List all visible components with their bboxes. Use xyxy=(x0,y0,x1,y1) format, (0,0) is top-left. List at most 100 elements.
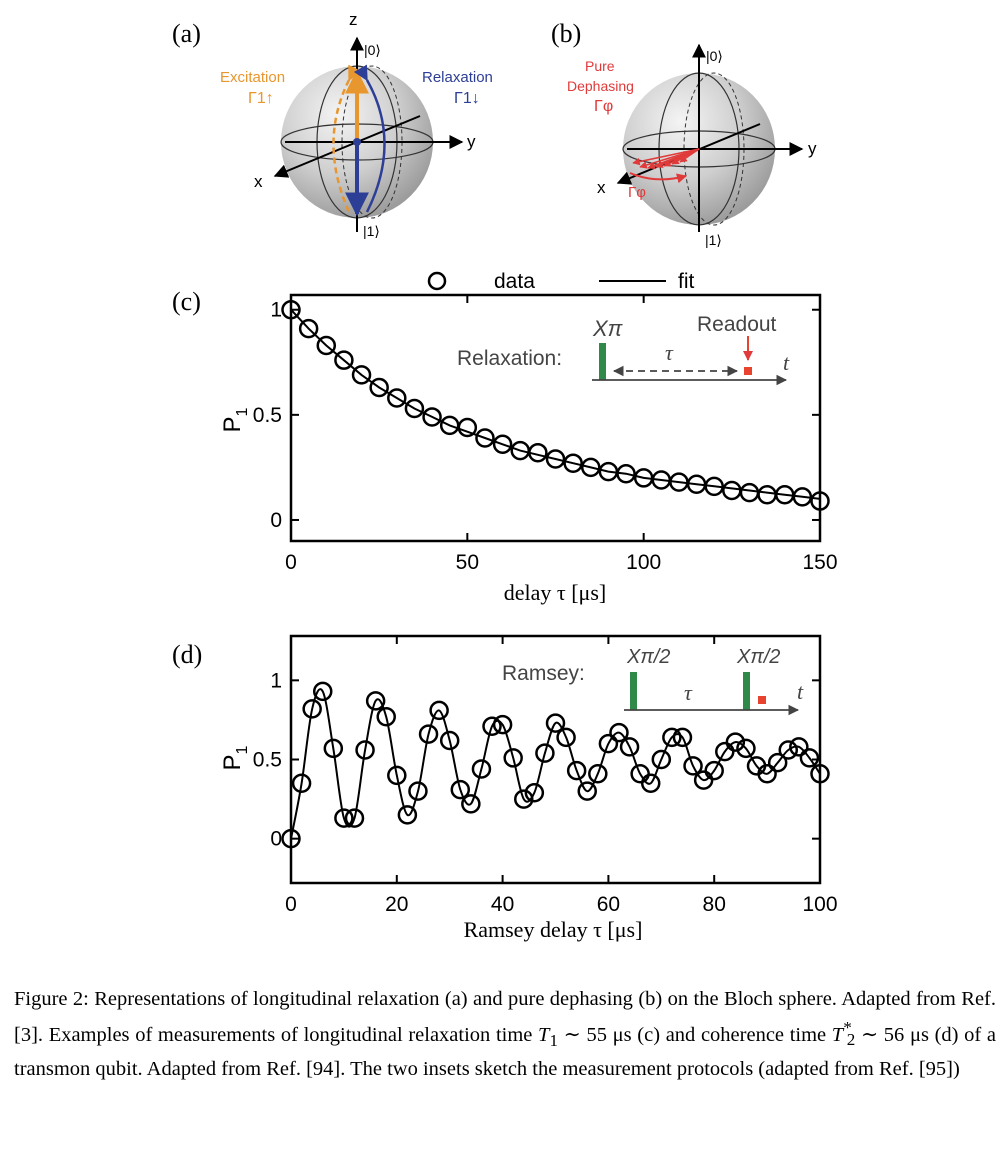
c-data-point xyxy=(422,407,442,427)
caption-part-3: ∼ 56 μs (d) of a transmon qubit. Adapted… xyxy=(14,1023,996,1080)
c-data-point xyxy=(528,442,548,463)
c-data-point xyxy=(704,476,724,497)
d-data-point xyxy=(736,738,756,759)
d-xlabel: Ramsey delay τ [μs] xyxy=(464,917,643,942)
d-data-point xyxy=(302,699,322,719)
d-ytick-label: 0 xyxy=(270,828,282,851)
d-data-point xyxy=(545,713,566,733)
d-data-point xyxy=(619,737,640,757)
caption-part-1: Figure 2: Representations of longitudina… xyxy=(14,988,996,1046)
caption-t1-sub: 1 xyxy=(549,1030,558,1050)
d-data-point xyxy=(704,760,724,781)
d-data-point xyxy=(344,808,365,828)
d-xtick-label: 60 xyxy=(597,893,620,916)
c-data-point xyxy=(298,318,319,339)
panel-label-d: (d) xyxy=(172,640,202,669)
d-data-point xyxy=(323,738,344,759)
c-fit-line xyxy=(290,309,821,500)
d-data-point xyxy=(598,733,619,754)
legend-fit-label: fit xyxy=(678,270,695,293)
relaxation-label: Relaxation xyxy=(422,69,493,86)
ket0-label-a: |0⟩ xyxy=(364,42,381,58)
d-data-point xyxy=(810,764,830,784)
d-xtick-label: 0 xyxy=(285,893,297,916)
c-ytick-label: 0.5 xyxy=(253,404,282,427)
d-data-point xyxy=(397,805,418,825)
plot-frame-c xyxy=(289,293,822,543)
d-data-point xyxy=(439,730,460,751)
d-data-point xyxy=(778,740,799,760)
d-ylabel: P1 xyxy=(219,745,251,770)
legend-c: data fit xyxy=(427,270,695,293)
axis-z-label-a: z xyxy=(349,10,358,29)
inset-ramsey-readout xyxy=(758,696,766,704)
d-data-point xyxy=(725,732,746,752)
panel-a: (a) z y x |0⟩ |1⟩ Excitation Γ1↑ Relaxat… xyxy=(172,10,493,239)
inset-readout-label: Readout xyxy=(697,313,777,336)
c-data-point xyxy=(757,484,777,505)
d-data-point xyxy=(566,760,587,781)
inset-pi2-label-1: Xπ/2 xyxy=(626,646,670,668)
d-data-point xyxy=(609,722,629,743)
c-ylabel: P1 xyxy=(219,407,251,432)
axis-x-label-b: x xyxy=(597,178,606,197)
c-data-point xyxy=(739,482,760,503)
d-data-point xyxy=(651,749,672,770)
c-xtick-label: 0 xyxy=(285,551,297,574)
inset-pi-pulse xyxy=(599,343,606,380)
c-data-point xyxy=(457,417,478,438)
c-xtick-labels: 0 50 100 150 xyxy=(285,551,837,574)
d-data-point xyxy=(535,743,555,763)
d-xtick-label: 80 xyxy=(703,893,726,916)
relaxation-arc-a xyxy=(353,64,386,213)
d-xtick-label: 100 xyxy=(802,893,837,916)
d-data-point xyxy=(376,707,396,727)
axis-x-label-a: x xyxy=(254,172,263,191)
inset-ramsey-tau: τ xyxy=(684,680,693,705)
d-data-point xyxy=(767,752,788,773)
c-data-point xyxy=(810,491,830,511)
d-ytick-label: 0.5 xyxy=(253,749,282,772)
excitation-arc-a xyxy=(332,64,362,213)
d-ytick-labels: 00.51 xyxy=(253,669,282,850)
ket1-label-a: |1⟩ xyxy=(363,223,380,239)
d-data-point xyxy=(789,737,809,757)
c-xtick-label: 50 xyxy=(456,551,479,574)
inset-ramsey-label: Ramsey: xyxy=(502,662,585,685)
d-xtick-label: 40 xyxy=(491,893,514,916)
gamma-phi-arrow: Γφ xyxy=(628,184,646,201)
caption-t2: T xyxy=(831,1023,844,1046)
c-xtick-label: 150 xyxy=(802,551,837,574)
d-data-point xyxy=(461,794,481,814)
c-data-point xyxy=(581,457,601,478)
ket0-label-b: |0⟩ xyxy=(706,48,723,64)
d-xtick-labels: 0 20 40 60 80 100 xyxy=(285,893,837,916)
d-data-point xyxy=(672,727,693,748)
c-data-point xyxy=(334,350,354,370)
panel-d: (d) 0 20 40 60 80 100 00.51 P1 Ramsey delay τ… xyxy=(172,634,838,942)
inset-t-label: t xyxy=(783,350,790,375)
d-data-point xyxy=(482,716,502,736)
inset-pi-label: Xπ xyxy=(592,316,624,341)
d-data-point xyxy=(757,764,777,784)
d-data-point xyxy=(450,779,471,800)
caption-t2-sup: * xyxy=(843,1017,852,1037)
panel-b: (b) y x |0⟩ |1⟩ Pure Dephasing Γφ Γφ xyxy=(551,19,817,248)
origin-dot-a xyxy=(353,138,361,146)
pure-label: Pure xyxy=(585,58,615,74)
c-data-point xyxy=(545,449,566,469)
axis-y-label-b: y xyxy=(808,139,817,158)
d-data-point xyxy=(471,759,492,779)
c-xlabel: delay τ [μs] xyxy=(504,580,607,605)
axis-y-label-a: y xyxy=(467,132,476,151)
excitation-symbol: Γ1↑ xyxy=(248,90,274,107)
c-data-point xyxy=(492,434,513,455)
d-data-point xyxy=(334,808,354,828)
excitation-label: Excitation xyxy=(220,69,285,86)
legend-data-marker xyxy=(427,271,447,291)
d-data-point xyxy=(355,740,375,760)
d-ytick-label: 1 xyxy=(270,669,282,692)
d-data-point xyxy=(408,781,428,801)
dephasing-arc-b xyxy=(629,172,687,184)
d-data-point xyxy=(640,773,661,793)
